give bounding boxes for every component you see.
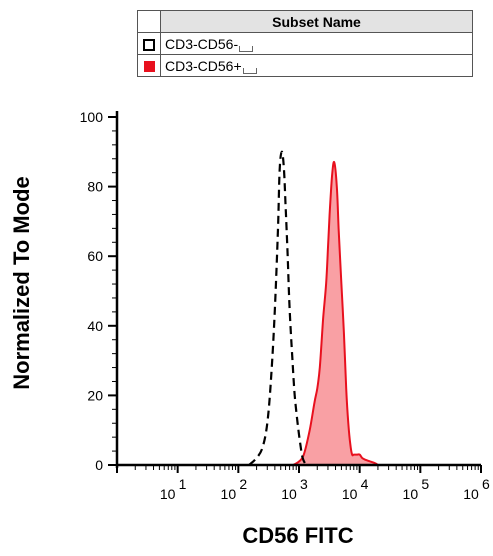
legend-label: CD3-CD56+ — [165, 57, 242, 74]
x-tick-label-base: 10 — [463, 486, 479, 502]
x-tick-label-exponent: 3 — [300, 476, 308, 492]
legend-row-cell: CD3-CD56+ — [160, 54, 473, 77]
y-tick-label: 100 — [80, 109, 104, 125]
x-tick-label-exponent: 2 — [239, 476, 247, 492]
empty-subscript-box-icon — [242, 67, 257, 74]
series-layer — [117, 150, 481, 466]
x-tick-label-exponent: 4 — [361, 476, 369, 492]
legend-row-cell: CD3-CD56- — [160, 32, 473, 55]
x-tick-label-exponent: 5 — [421, 476, 429, 492]
y-tick-label: 80 — [87, 179, 103, 195]
series-line-cd3-cd56-pos — [292, 160, 379, 466]
y-tick-label: 60 — [87, 248, 103, 264]
y-tick-label: 0 — [95, 457, 103, 473]
y-axis-title: Normalized To Mode — [9, 176, 34, 390]
x-tick-label-base: 10 — [342, 486, 358, 502]
x-tick-label-exponent: 1 — [179, 476, 187, 492]
x-tick-label-base: 10 — [221, 486, 237, 502]
legend-header-row: Subset Name — [137, 10, 473, 33]
y-tick-label: 20 — [87, 387, 103, 403]
empty-subscript-box-icon — [239, 45, 254, 52]
y-axis: 0 20 40 60 80 100 — [80, 109, 119, 473]
legend-table: Subset Name CD3-CD56- CD3-CD56+ — [137, 10, 473, 77]
legend-label: CD3-CD56- — [165, 35, 239, 52]
x-tick-label-base: 10 — [160, 486, 176, 502]
series-line-cd3-cd56-neg — [248, 150, 307, 466]
x-axis-title: CD56 FITC — [242, 523, 353, 548]
filled-square-swatch-icon — [143, 61, 155, 73]
legend-row: CD3-CD56+ — [137, 54, 473, 77]
x-tick-label-base: 10 — [403, 486, 419, 502]
open-square-swatch-icon — [143, 38, 155, 51]
x-tick-label-base: 10 — [281, 486, 297, 502]
y-tick-label: 40 — [87, 318, 103, 334]
legend-header: Subset Name — [160, 10, 473, 33]
legend-row: CD3-CD56- — [137, 32, 473, 55]
series-area-cd3-cd56-pos — [293, 161, 378, 465]
legend-swatch-cell — [137, 32, 161, 55]
x-tick-label-exponent: 6 — [482, 476, 490, 492]
